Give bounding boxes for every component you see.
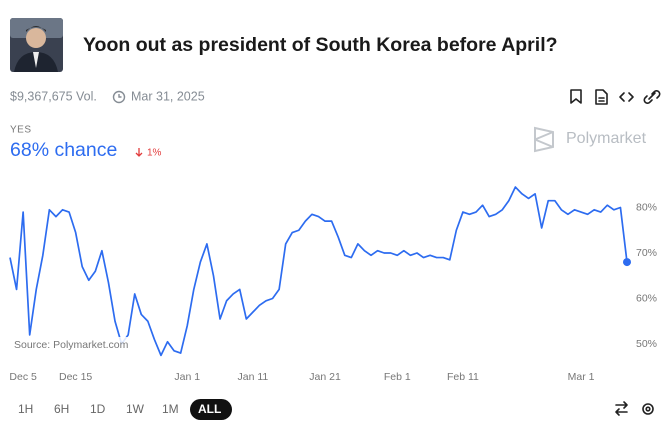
time-range-button[interactable]: 1W — [126, 402, 145, 416]
x-tick-label: Jan 21 — [309, 371, 341, 383]
settings-button[interactable] — [642, 403, 654, 415]
x-tick-label: Feb 11 — [447, 371, 479, 383]
down-arrow — [135, 148, 143, 157]
price-chart: 50% 60% 70% 80% Dec 5 Dec 15 Jan 1 Jan 11 Jan 21… — [9, 186, 657, 383]
selected-range-pill — [190, 399, 232, 420]
document-button[interactable] — [595, 89, 608, 105]
source-background — [11, 337, 135, 353]
outcome-label: YES — [10, 125, 32, 136]
brand-logo — [534, 126, 554, 153]
market-title: Yoon out as president of South Korea bef… — [83, 34, 558, 56]
price-line — [9, 186, 628, 357]
time-range-button[interactable]: 1H — [18, 402, 33, 416]
y-tick-label: 70% — [636, 247, 657, 259]
clock-icon — [112, 90, 126, 104]
x-tick-label: Feb 1 — [384, 371, 411, 383]
end-date: Mar 31, 2025 — [131, 89, 205, 103]
time-range-button[interactable]: ALL — [198, 402, 221, 416]
bookmark-button[interactable] — [570, 89, 582, 104]
y-tick-label: 50% — [636, 338, 657, 350]
x-tick-label: Dec 5 — [9, 371, 37, 383]
x-tick-label: Jan 1 — [174, 371, 200, 383]
x-tick-label: Dec 15 — [59, 371, 92, 383]
time-range-button[interactable]: 1D — [90, 402, 106, 416]
chance-change: 1% — [147, 148, 162, 159]
brand-name: Polymarket — [566, 130, 647, 147]
x-tick-label: Mar 1 — [568, 371, 595, 383]
time-range-button[interactable]: 1M — [162, 402, 179, 416]
x-tick-label: Jan 11 — [237, 371, 268, 383]
last-point — [623, 258, 631, 267]
time-range-button[interactable]: 6H — [54, 402, 69, 416]
time-range-selector: 1H 6H 1D 1W 1M ALL — [18, 399, 232, 420]
link-button[interactable] — [643, 90, 661, 104]
embed-button[interactable] — [619, 92, 634, 102]
chance: 68% chance — [10, 139, 117, 161]
market-image — [10, 18, 63, 72]
swap-button[interactable] — [615, 401, 628, 416]
source: Source: Polymarket.com — [14, 339, 129, 351]
y-tick-label: 80% — [636, 201, 657, 213]
y-tick-label: 60% — [636, 292, 657, 304]
volume: $9,367,675 Vol. — [10, 89, 97, 103]
